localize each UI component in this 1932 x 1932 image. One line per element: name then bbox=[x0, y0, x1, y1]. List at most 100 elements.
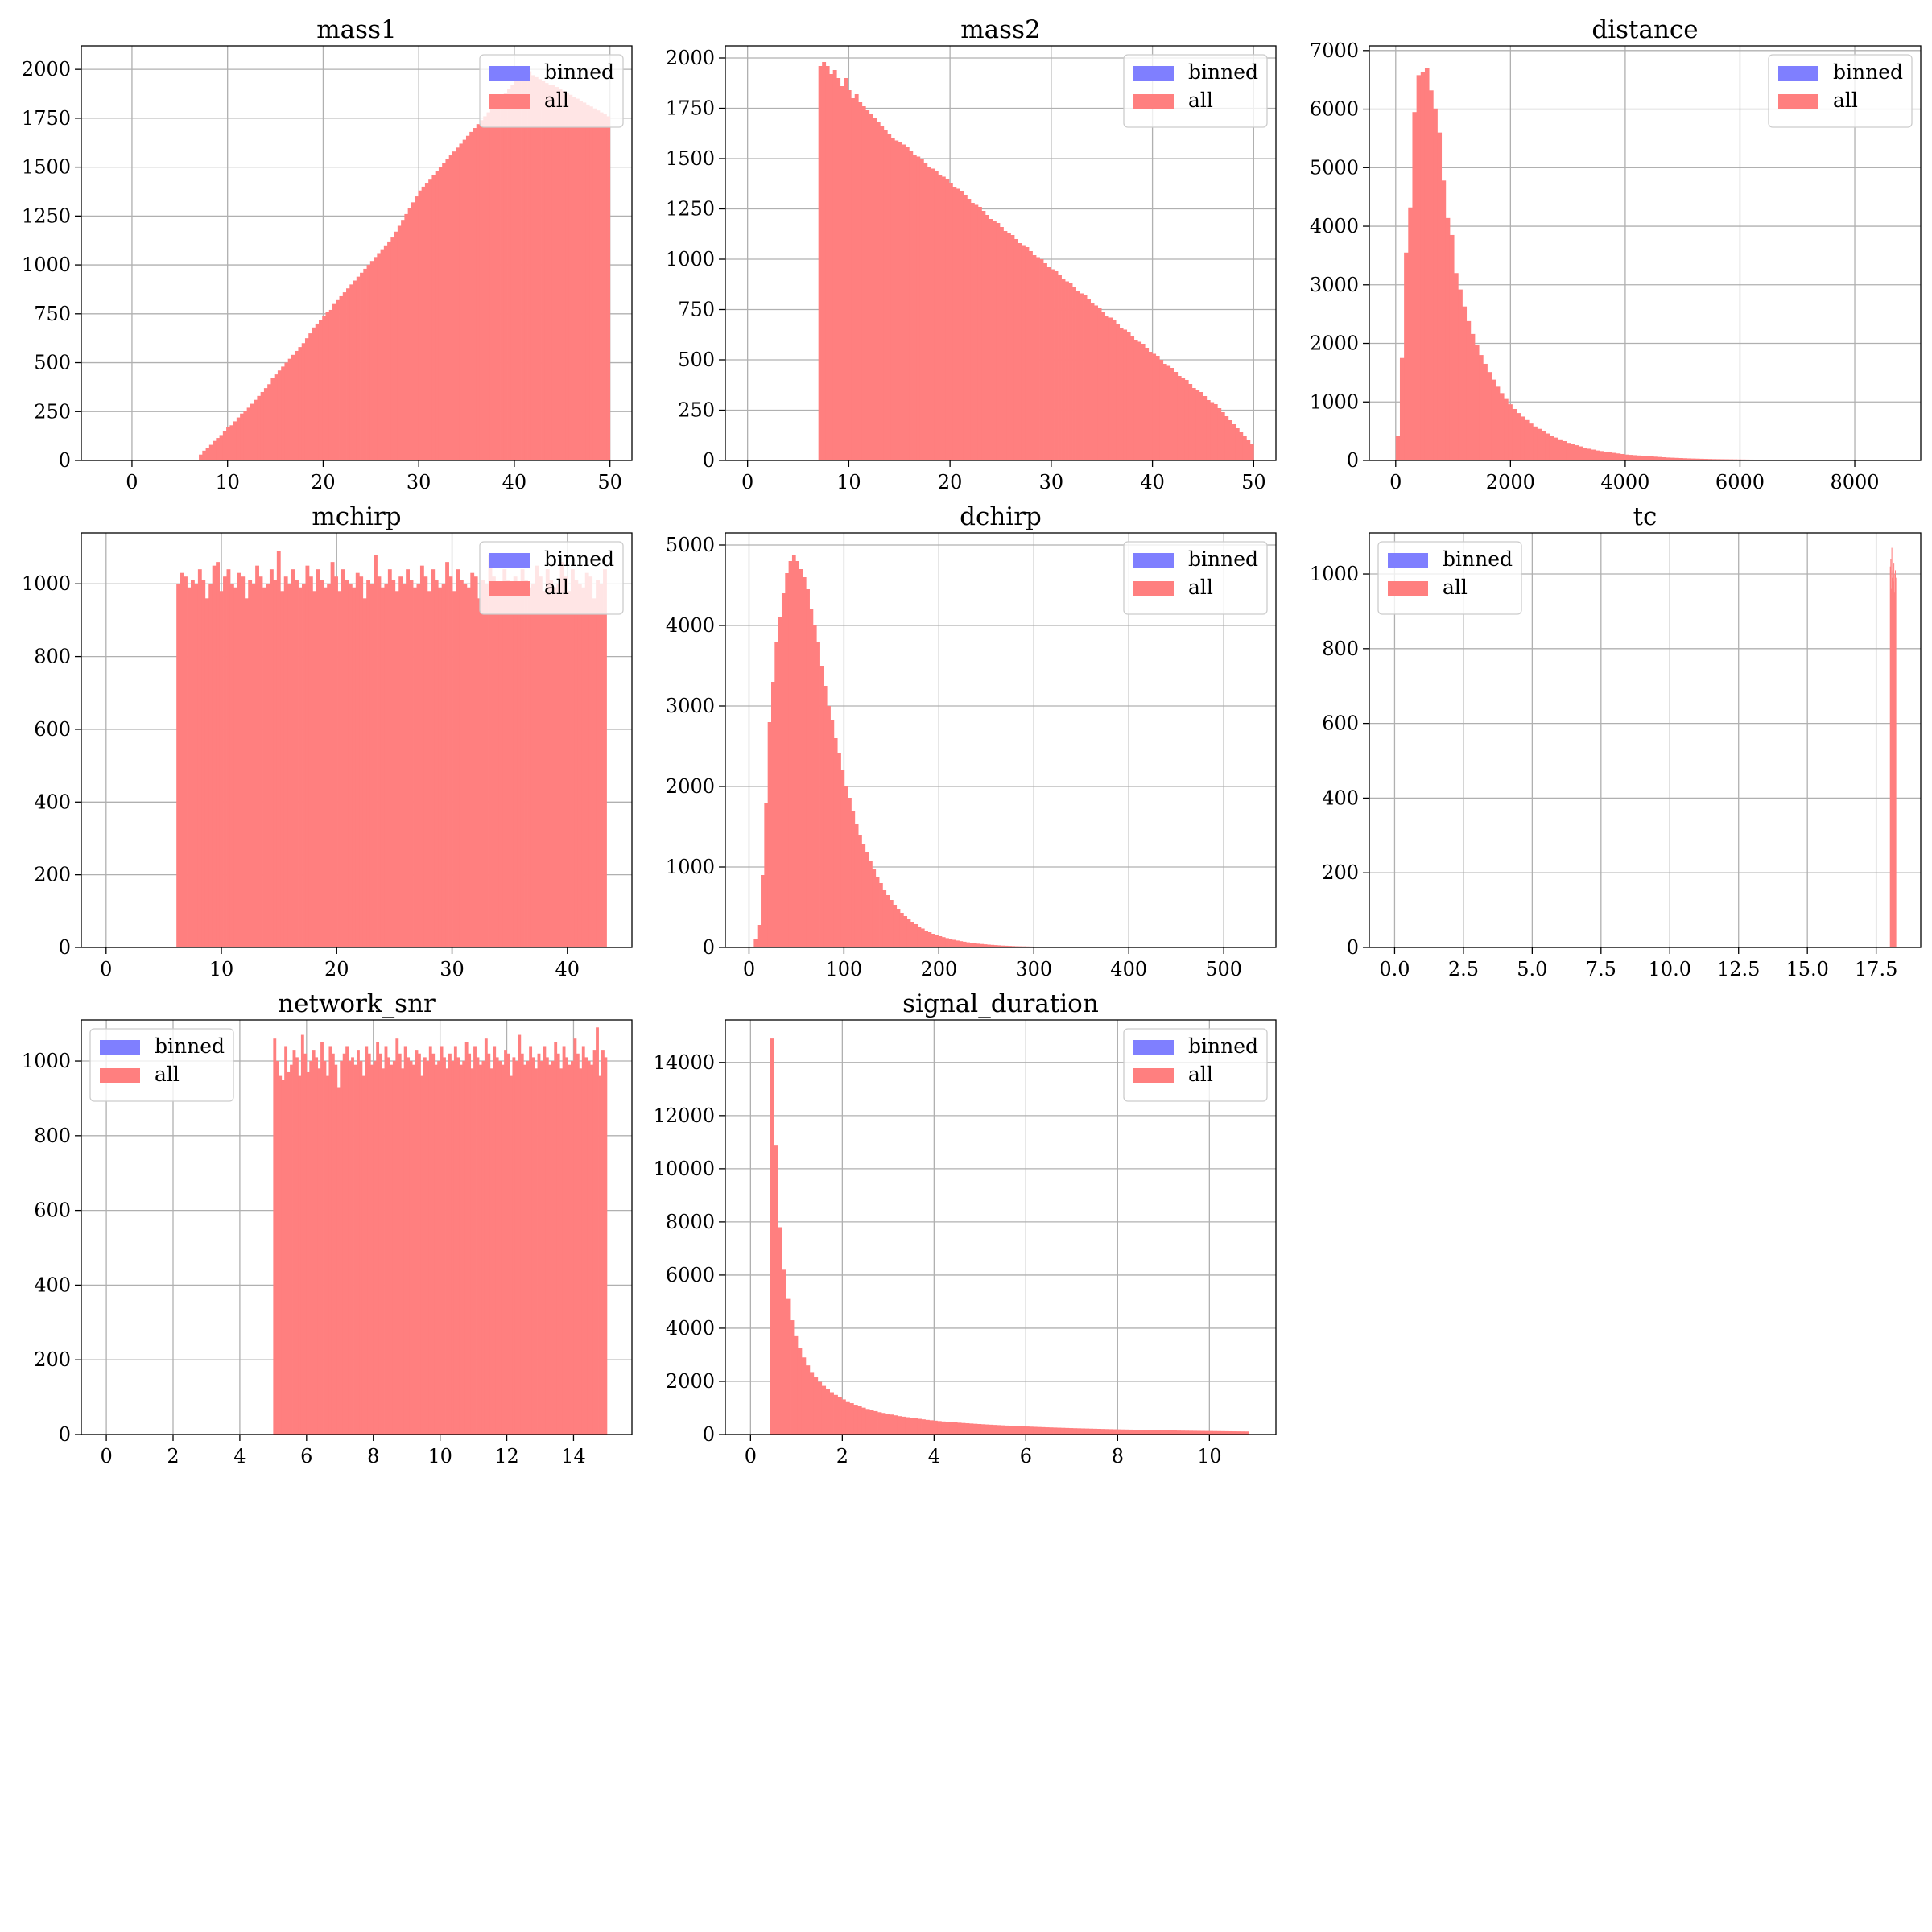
histogram-bar bbox=[438, 167, 443, 460]
y-tick-label: 200 bbox=[34, 1348, 71, 1371]
histogram-bar bbox=[423, 1057, 427, 1435]
histogram-bar bbox=[298, 347, 303, 460]
subplot-title: distance bbox=[1591, 15, 1698, 44]
histogram-bar bbox=[577, 584, 582, 947]
histogram-bar bbox=[340, 1061, 344, 1435]
histogram-bar bbox=[606, 116, 611, 460]
histogram-bar bbox=[415, 1050, 419, 1435]
histogram-bar bbox=[208, 444, 213, 460]
histogram-bar bbox=[821, 1385, 827, 1435]
histogram-bar bbox=[1416, 75, 1422, 460]
histogram-bar bbox=[1893, 592, 1895, 947]
x-tick-label: 8000 bbox=[1830, 471, 1879, 493]
histogram-bar bbox=[822, 62, 827, 460]
histogram-bar bbox=[184, 576, 188, 947]
histogram-bar bbox=[584, 572, 589, 947]
x-tick-label: 2000 bbox=[1486, 471, 1535, 493]
histogram-bar bbox=[437, 1061, 441, 1435]
histogram-bar bbox=[445, 159, 450, 460]
histogram-bar bbox=[194, 584, 199, 947]
histogram-bar bbox=[1591, 449, 1596, 460]
histogram-bar bbox=[957, 1422, 962, 1435]
histogram-bar bbox=[905, 1417, 910, 1435]
histogram-bar bbox=[1520, 416, 1525, 460]
histogram-bar bbox=[212, 565, 217, 947]
histogram-bar bbox=[1236, 1431, 1241, 1435]
histogram-bar bbox=[1137, 341, 1142, 460]
histogram-bar bbox=[176, 584, 181, 947]
histogram-bar bbox=[999, 227, 1004, 460]
x-tick-label: 8 bbox=[367, 1445, 379, 1468]
histogram-bar bbox=[233, 421, 237, 460]
histogram-bar bbox=[483, 116, 487, 460]
bars-mass2 bbox=[818, 62, 1254, 460]
histogram-bar bbox=[1420, 72, 1426, 460]
histogram-bar bbox=[298, 1075, 302, 1435]
histogram-bar bbox=[287, 584, 292, 947]
histogram-bar bbox=[464, 1042, 469, 1435]
y-tick-label: 7000 bbox=[1310, 39, 1359, 62]
histogram-bar bbox=[199, 454, 203, 460]
histogram-bar bbox=[816, 642, 820, 947]
histogram-bar bbox=[1541, 431, 1546, 460]
histogram-bar bbox=[465, 135, 470, 460]
histogram-bar bbox=[510, 591, 514, 947]
y-tick-label: 3000 bbox=[1310, 274, 1359, 296]
histogram-bar bbox=[854, 94, 859, 460]
histogram-bar bbox=[1144, 1430, 1150, 1435]
histogram-bar bbox=[226, 427, 230, 460]
y-tick-label: 500 bbox=[34, 352, 71, 374]
histogram-bar bbox=[1408, 207, 1413, 460]
histogram-bar bbox=[502, 569, 507, 947]
x-tick-label: 0 bbox=[743, 958, 755, 980]
histogram-bar bbox=[1533, 426, 1538, 460]
histogram-bar bbox=[275, 1061, 279, 1435]
x-tick-label: 4 bbox=[928, 1445, 940, 1468]
histogram-bar bbox=[411, 202, 415, 460]
histogram-bar bbox=[291, 354, 295, 460]
histogram-bar bbox=[1208, 1430, 1213, 1435]
legend-swatch-binned bbox=[1133, 553, 1174, 568]
histogram-bar bbox=[413, 587, 417, 947]
subplot-title: tc bbox=[1633, 502, 1657, 531]
histogram-bar bbox=[273, 1038, 277, 1435]
histogram-bar bbox=[1719, 459, 1725, 460]
legend-label-binned: binned bbox=[1188, 1034, 1258, 1058]
histogram-bar bbox=[764, 803, 769, 947]
histogram-bar bbox=[570, 569, 575, 947]
y-tick-label: 10000 bbox=[654, 1158, 715, 1180]
y-tick-label: 6000 bbox=[666, 1264, 715, 1286]
histogram-bar bbox=[1890, 559, 1892, 947]
x-tick-label: 10 bbox=[215, 471, 240, 493]
legend-label-all: all bbox=[1188, 1063, 1213, 1086]
histogram-bar bbox=[415, 196, 419, 460]
histogram-bar bbox=[875, 877, 880, 947]
histogram-bar bbox=[1036, 257, 1040, 460]
histogram-bar bbox=[530, 75, 535, 460]
histogram-bar bbox=[906, 919, 911, 947]
histogram-bar bbox=[479, 120, 484, 460]
histogram-bar bbox=[1892, 577, 1893, 947]
histogram-bar bbox=[380, 249, 385, 460]
histogram-bar bbox=[851, 811, 856, 947]
histogram-bar bbox=[1554, 437, 1558, 460]
histogram-bar bbox=[1429, 90, 1434, 460]
histogram-bar bbox=[407, 1057, 411, 1435]
histogram-bar bbox=[1014, 946, 1019, 947]
histogram-bar bbox=[524, 580, 528, 947]
histogram-bar bbox=[825, 66, 830, 460]
histogram-bar bbox=[1895, 577, 1897, 947]
histogram-bar bbox=[390, 237, 395, 460]
histogram-bar bbox=[1021, 245, 1026, 460]
histogram-bar bbox=[497, 101, 501, 460]
histogram-bar bbox=[931, 934, 935, 947]
y-tick-label: 12000 bbox=[654, 1104, 715, 1127]
histogram-bar bbox=[851, 98, 856, 460]
histogram-bar bbox=[540, 1061, 543, 1435]
histogram-bar bbox=[359, 1061, 363, 1435]
histogram-bar bbox=[1072, 287, 1076, 460]
histogram-bar bbox=[267, 384, 271, 460]
histogram-bar bbox=[466, 587, 471, 947]
histogram-bar bbox=[1240, 1431, 1245, 1435]
x-tick-label: 0 bbox=[1389, 471, 1402, 493]
